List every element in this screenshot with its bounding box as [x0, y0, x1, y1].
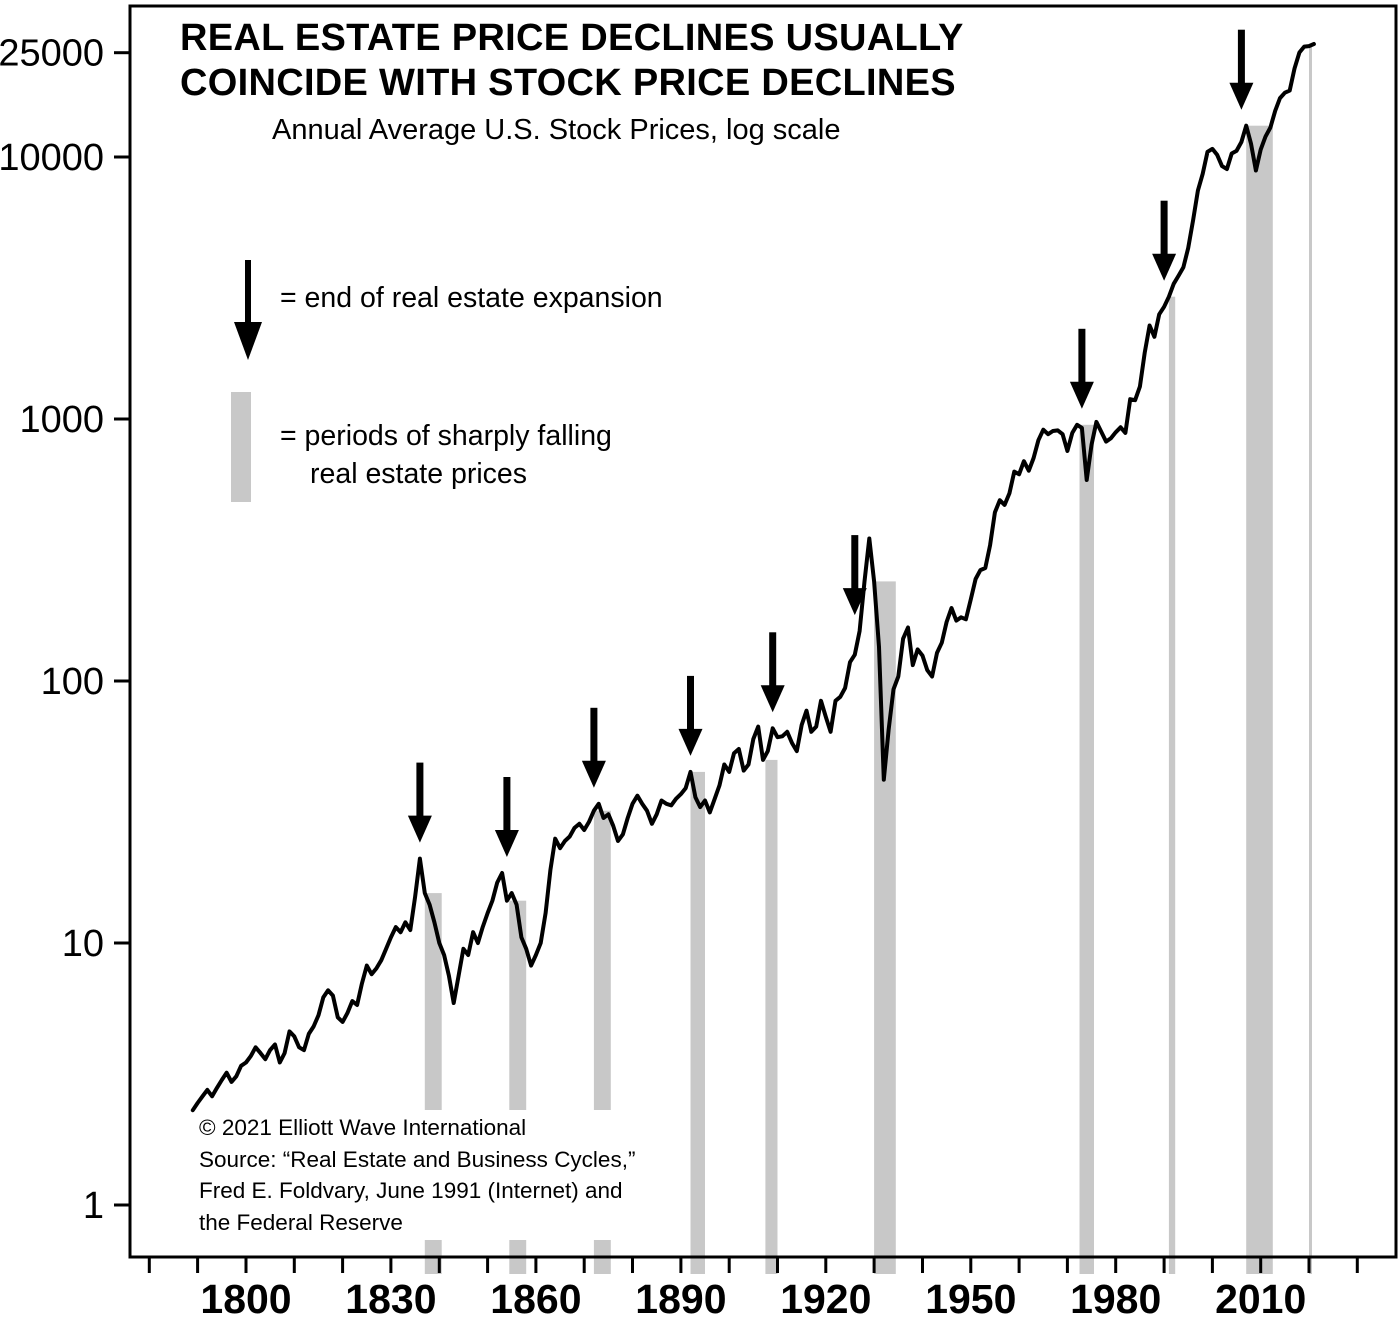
falling-period-bar	[1246, 125, 1273, 1275]
falling-period-bar	[874, 581, 896, 1274]
falling-period-bar	[690, 771, 705, 1274]
arrow-head	[1152, 253, 1177, 281]
arrow-stem	[503, 777, 511, 833]
x-axis-tick-label: 1830	[345, 1276, 436, 1322]
y-axis-tick-label: 25000	[0, 33, 104, 75]
arrow-stem	[769, 632, 777, 689]
source-line1: © 2021 Elliott Wave International	[199, 1115, 527, 1140]
expansion-end-arrow	[407, 762, 432, 843]
plot-border	[128, 4, 1398, 1259]
arrow-stem	[1160, 200, 1168, 257]
x-axis-tick-label: 1890	[635, 1276, 726, 1322]
gray-bar-icon	[231, 392, 251, 502]
x-axis-tick-label: 1800	[200, 1276, 291, 1322]
expansion-end-arrow	[842, 535, 867, 616]
arrow-stem	[416, 762, 424, 819]
falling-period-bar	[1168, 296, 1176, 1274]
falling-period-bar	[1309, 46, 1312, 1275]
source-line3: Fred E. Foldvary, June 1991 (Internet) a…	[199, 1178, 623, 1203]
x-axis-tick-label: 1860	[490, 1276, 581, 1322]
arrow-head	[842, 588, 867, 616]
legend-bar-label-line1: = periods of sharply falling	[280, 420, 612, 452]
y-axis-tick-label: 1	[83, 1185, 104, 1227]
y-axis-tick-label: 10000	[0, 137, 104, 179]
expansion-end-arrow	[494, 777, 519, 857]
arrow-stem	[1078, 328, 1086, 385]
arrow-head	[1069, 381, 1094, 409]
x-axis-tick-label: 1980	[1070, 1276, 1161, 1322]
arrow-head	[494, 830, 519, 857]
legend-bar-label-line2: real estate prices	[310, 457, 528, 490]
arrow-stem	[687, 675, 694, 732]
y-axis-tick-label: 100	[41, 661, 104, 703]
arrow-head	[760, 685, 785, 713]
arrow-head	[1229, 82, 1254, 110]
falling-period-bar	[765, 759, 778, 1274]
expansion-end-arrow	[581, 707, 606, 788]
expansion-end-arrow	[760, 632, 785, 713]
source-line4: the Federal Reserve	[199, 1209, 403, 1235]
x-axis-tick-label: 1950	[925, 1276, 1016, 1322]
legend-bar-label: = periods of sharply falling real estate…	[280, 418, 612, 493]
source-note: © 2021 Elliott Wave International Source…	[197, 1110, 646, 1240]
y-axis-tick-label: 1000	[19, 399, 104, 441]
arrow-head	[678, 728, 703, 756]
source-line2: Source: “Real Estate and Business Cycles…	[199, 1146, 636, 1172]
expansion-end-arrow	[1152, 200, 1177, 281]
arrow-stem	[590, 707, 598, 764]
x-axis-tick-label: 2010	[1215, 1276, 1306, 1322]
arrow-head	[407, 815, 432, 843]
legend-arrow-label: = end of real estate expansion	[280, 282, 663, 314]
down-arrow-icon	[234, 260, 262, 360]
chart-title-line1: REAL ESTATE PRICE DECLINES USUALLY	[180, 17, 964, 59]
expansion-end-arrow	[1229, 29, 1254, 110]
arrow-stem	[1237, 29, 1245, 86]
chart-title-line2: COINCIDE WITH STOCK PRICE DECLINES	[180, 61, 956, 104]
expansion-end-arrow	[678, 675, 703, 756]
falling-period-bar	[1079, 424, 1094, 1274]
arrow-stem	[851, 535, 859, 592]
y-axis-tick-label: 10	[62, 923, 104, 965]
stock-price-line	[190, 42, 1316, 1113]
chart-title: REAL ESTATE PRICE DECLINES USUALLY COINC…	[180, 16, 964, 147]
x-axis-tick-label: 1920	[780, 1276, 871, 1322]
arrow-head	[581, 760, 606, 788]
expansion-end-arrow	[1069, 328, 1094, 409]
chart-subtitle: Annual Average U.S. Stock Prices, log sc…	[272, 113, 841, 146]
